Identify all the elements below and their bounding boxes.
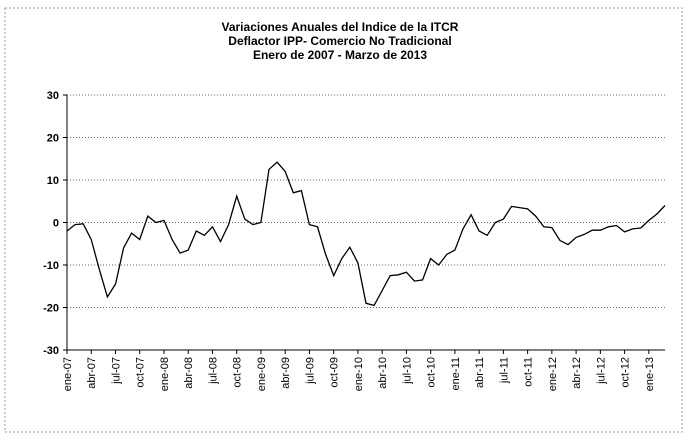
y-tick-label: 0	[53, 218, 59, 230]
x-tick-label: jul-09	[304, 357, 316, 385]
x-tick-label: oct-08	[232, 357, 244, 388]
x-tick-label: abr-08	[183, 357, 195, 389]
y-tick-label: 20	[47, 133, 59, 145]
x-tick-label: jul-11	[498, 357, 510, 384]
x-tick-label: abr-07	[86, 357, 98, 389]
x-tick-label: ene-09	[256, 357, 268, 391]
x-tick-label: ene-11	[450, 357, 462, 390]
x-tick-label: abr-09	[280, 357, 292, 389]
x-tick-label: ene-07	[62, 357, 74, 391]
x-tick-label: oct-10	[426, 357, 438, 388]
x-tick-label: jul-07	[110, 357, 122, 385]
x-tick-label: jul-12	[595, 357, 607, 385]
x-tick-label: ene-13	[644, 357, 656, 391]
x-tick-label: oct-12	[620, 357, 632, 388]
chart-title: Deflactor IPP- Comercio No Tradicional	[228, 34, 451, 48]
line	[66, 161, 666, 307]
y-tick-label: -20	[43, 303, 59, 315]
chart-border	[4, 7, 683, 433]
x-tick-label: abr-12	[571, 357, 583, 389]
y-tick-label: -10	[43, 260, 59, 272]
x-tick-label: abr-10	[377, 357, 389, 389]
x-tick-label: ene-12	[547, 357, 559, 391]
chart-title: Enero de 2007 - Marzo de 2013	[253, 48, 427, 62]
x-tick-label: oct-11	[523, 357, 535, 387]
y-tick-label: 30	[47, 90, 59, 102]
x-tick-label: oct-07	[135, 357, 147, 388]
y-tick-label: 10	[47, 175, 59, 187]
x-tick-label: oct-09	[329, 357, 341, 388]
x-tick-label: ene-08	[159, 357, 171, 391]
chart-title: Variaciones Anuales del Indice de la ITC…	[222, 20, 459, 34]
x-tick-label: abr-11	[474, 357, 486, 388]
x-tick-label: jul-10	[401, 357, 413, 385]
x-tick-label: ene-10	[353, 357, 365, 391]
y-tick-label: -30	[43, 345, 59, 357]
x-tick-label: jul-08	[207, 357, 219, 385]
